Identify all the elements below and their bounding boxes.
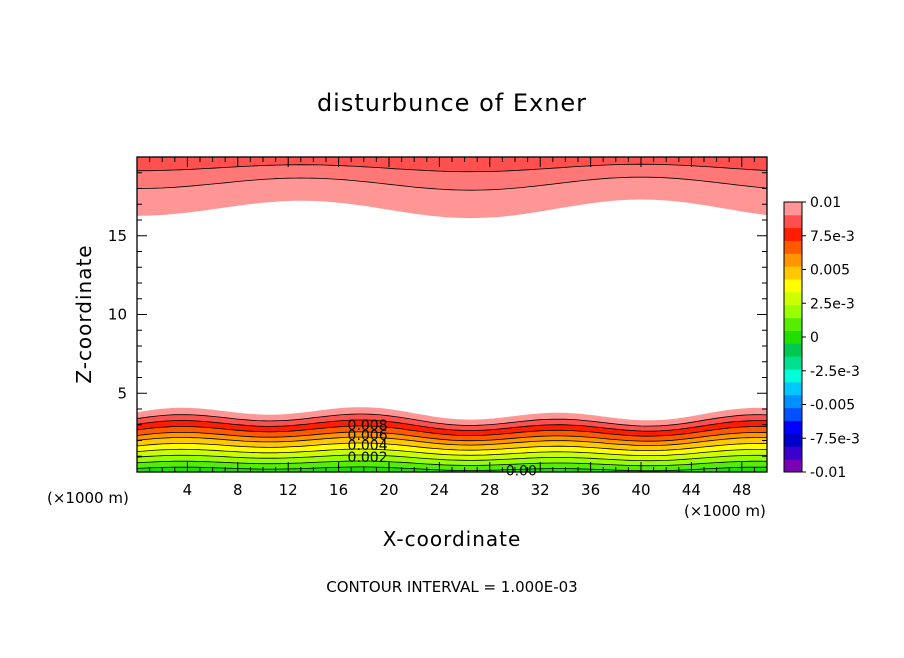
colorbar-cell xyxy=(784,279,802,293)
x-axis-title: X-coordinate xyxy=(383,527,522,551)
colorbar-cell xyxy=(784,202,802,216)
y-tick-label: 15 xyxy=(108,227,127,245)
colorbar-tick-label: -0.005 xyxy=(810,398,855,414)
colorbar-cells xyxy=(784,202,802,473)
contour-line-bottom-4 xyxy=(136,436,768,446)
x-tick-label: 32 xyxy=(531,481,550,499)
colorbar-cell xyxy=(784,407,802,421)
top-band-2 xyxy=(137,157,767,172)
x-tick-label: 28 xyxy=(480,481,499,499)
contour-interval-note: CONTOUR INTERVAL = 1.000E-03 xyxy=(326,578,577,596)
colorbar-tick-label: 0.005 xyxy=(810,263,850,279)
contour-line-bottom-2 xyxy=(136,425,768,437)
contour-label-1: 0.006 xyxy=(348,428,388,444)
contour-line-bottom-6 xyxy=(136,448,768,456)
colorbar-labels: 0.01 7.5e-3 0.005 2.5e-3 0 -2.5e-3 -0.005 -7.5e… xyxy=(802,195,860,481)
colorbar-cell xyxy=(784,433,802,447)
colorbar-cell xyxy=(784,240,802,254)
contour-line-bottom-7 xyxy=(136,454,768,462)
x-tick-label: 40 xyxy=(631,481,650,499)
chart-title: disturbunce of Exner xyxy=(317,89,587,117)
y-axis-title: Z-coordinate xyxy=(72,244,96,383)
colorbar-tick-label: -2.5e-3 xyxy=(810,364,860,380)
x-tick-label: 4 xyxy=(183,481,193,499)
x-tick-labels: 4 8 12 16 20 24 28 32 36 40 44 48 xyxy=(183,481,752,499)
contour-line-top-0 xyxy=(136,176,768,191)
axis-ticks xyxy=(137,157,767,472)
colorbar-cell xyxy=(784,394,802,409)
colorbar-tick-label: -0.01 xyxy=(810,465,846,481)
x-unit-label-right: (×1000 m) xyxy=(684,502,766,520)
colorbar-cell xyxy=(784,420,802,434)
contour-line-top-1 xyxy=(136,163,768,173)
colorbar-cell xyxy=(784,343,802,357)
colorbar-tick-label: 0.01 xyxy=(810,195,841,211)
contour-label-3: 0.002 xyxy=(348,450,388,466)
x-tick-label: 44 xyxy=(682,481,701,499)
contour-line-bottom-8 xyxy=(136,460,768,467)
contour-label-0: 0.008 xyxy=(348,418,388,434)
colorbar-cell xyxy=(784,292,802,306)
x-tick-label: 8 xyxy=(233,481,243,499)
colorbar-cell xyxy=(784,446,802,460)
colorbar-cell xyxy=(784,227,802,241)
colorbar-cell xyxy=(784,369,802,383)
colorbar-tick-label: 0 xyxy=(810,330,819,346)
colorbar-cell xyxy=(784,356,802,370)
colorbar: 0.01 7.5e-3 0.005 2.5e-3 0 -2.5e-3 -0.005 -7.5e… xyxy=(783,195,860,481)
colorbar-cell xyxy=(784,459,802,473)
colorbar-cell xyxy=(784,266,802,280)
x-unit-label-left: (×1000 m) xyxy=(47,489,129,507)
colorbar-cell xyxy=(784,317,802,331)
colorbar-cell xyxy=(784,253,802,267)
x-tick-label: 20 xyxy=(379,481,398,499)
colorbar-tick-label: 7.5e-3 xyxy=(810,229,855,245)
y-tick-labels: 5 10 15 xyxy=(108,227,127,403)
colorbar-cell xyxy=(784,304,802,319)
x-tick-label: 48 xyxy=(732,481,751,499)
contour-lines xyxy=(136,163,768,472)
x-tick-label: 24 xyxy=(430,481,449,499)
colorbar-tick-label: -7.5e-3 xyxy=(810,431,860,447)
contour-label-2: 0.004 xyxy=(348,438,388,454)
colorbar-cell xyxy=(784,382,802,396)
x-tick-label: 16 xyxy=(329,481,348,499)
y-tick-label: 10 xyxy=(108,306,127,324)
contour-line-bottom-5 xyxy=(136,442,768,451)
contour-line-bottom-3 xyxy=(136,431,768,442)
colorbar-tick-label: 2.5e-3 xyxy=(810,296,855,312)
contour-line-bottom-0 xyxy=(136,413,768,427)
colorbar-cell xyxy=(784,214,802,229)
colorbar-cell xyxy=(784,330,802,344)
x-tick-label: 36 xyxy=(581,481,600,499)
bottom-band-10 xyxy=(137,466,767,472)
x-tick-label: 12 xyxy=(279,481,298,499)
y-tick-label: 5 xyxy=(117,384,127,402)
contour-line-bottom-1 xyxy=(136,419,768,432)
